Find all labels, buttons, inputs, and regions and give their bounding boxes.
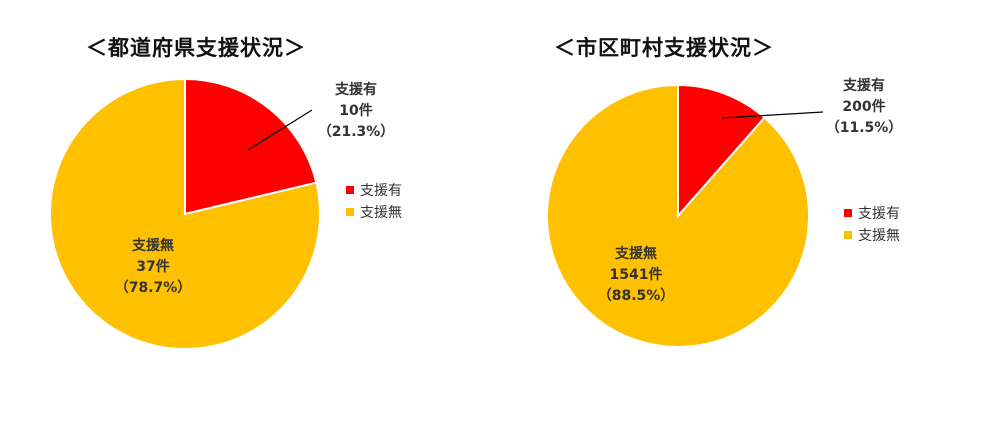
slice-name: 支援有: [334, 82, 377, 98]
slice-name: 支援無: [614, 246, 657, 262]
legend: 支援有 支援無: [346, 179, 402, 223]
slice-percent: （88.5%）: [597, 288, 675, 304]
legend-item-support-no: 支援無: [346, 201, 402, 223]
legend-swatch: [346, 186, 354, 194]
slice-percent: （11.5%）: [825, 120, 903, 136]
slice-count: 200件: [842, 99, 886, 115]
legend-item-support-no: 支援無: [844, 224, 900, 246]
legend-swatch: [844, 209, 852, 217]
slice-label-support-no: 支援無 1541件 （88.5%）: [598, 244, 675, 307]
legend-label: 支援無: [858, 228, 900, 244]
slice-label-support-yes: 支援有 10件 （21.3%）: [318, 80, 395, 143]
pie-chart-municipality: [546, 83, 824, 348]
legend: 支援有 支援無: [844, 202, 900, 246]
legend-label: 支援無: [360, 205, 402, 221]
pie-chart-prefecture: [49, 77, 321, 350]
slice-percent: （78.7%）: [114, 280, 192, 296]
legend-label: 支援有: [360, 183, 402, 199]
slice-label-support-yes: 支援有 200件 （11.5%）: [826, 76, 903, 139]
slice-support-no: [49, 77, 321, 350]
slice-support-yes: [184, 77, 318, 216]
chart-title: ＜市区町村支援状況＞: [554, 36, 774, 60]
slice-count: 37件: [136, 259, 170, 275]
legend-item-support-yes: 支援有: [346, 179, 402, 201]
leader-line: [721, 111, 824, 119]
legend-swatch: [844, 231, 852, 239]
legend-item-support-yes: 支援有: [844, 202, 900, 224]
leader-line: [247, 109, 313, 151]
slice-label-support-no: 支援無 37件 （78.7%）: [115, 236, 192, 299]
chart-panel-municipality: ＜市区町村支援状況＞ 支援有 200件 （11.5%） 支援無 1541件 （8…: [490, 0, 981, 434]
legend-swatch: [346, 208, 354, 216]
chart-panel-prefecture: ＜都道府県支援状況＞ 支援有 10件 （21.3%） 支援無 37件 （78.7…: [0, 0, 490, 434]
slice-support-no: [546, 83, 810, 348]
chart-title: ＜都道府県支援状況＞: [86, 36, 306, 60]
slice-count: 10件: [339, 103, 373, 119]
legend-label: 支援有: [858, 206, 900, 222]
slice-name: 支援有: [842, 78, 885, 94]
slice-name: 支援無: [131, 238, 174, 254]
slice-count: 1541件: [609, 267, 663, 283]
slice-percent: （21.3%）: [317, 124, 395, 140]
